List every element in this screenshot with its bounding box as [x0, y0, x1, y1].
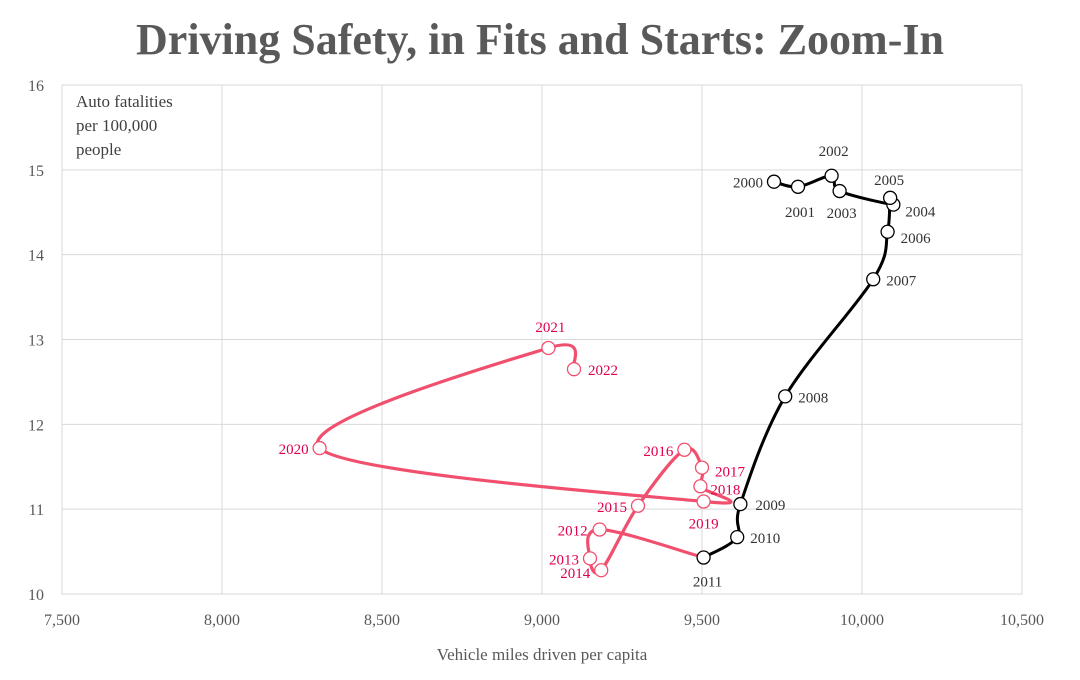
point-label-2006: 2006: [901, 231, 932, 247]
point-marker-2014: [594, 563, 609, 578]
x-tick-label: 10,000: [840, 612, 884, 629]
point-marker-2012: [592, 522, 607, 537]
y-tick-label: 16: [28, 78, 44, 95]
point-label-2007: 2007: [886, 273, 917, 289]
point-label-2004: 2004: [905, 205, 936, 221]
y-tick-label: 15: [28, 163, 44, 180]
point-label-2017: 2017: [715, 465, 746, 481]
point-marker-2008: [778, 389, 793, 404]
x-axis-label: Vehicle miles driven per capita: [437, 645, 648, 664]
point-label-2019: 2019: [689, 517, 719, 533]
x-tick-label: 9,500: [684, 612, 720, 629]
chart-title: Driving Safety, in Fits and Starts: Zoom…: [136, 15, 944, 64]
point-marker-2018: [693, 479, 708, 494]
point-label-2020: 2020: [279, 442, 309, 458]
point-label-2012: 2012: [558, 524, 588, 540]
point-label-2014: 2014: [560, 566, 591, 582]
point-marker-2020: [312, 440, 327, 456]
point-marker-2011: [696, 550, 711, 565]
point-label-2015: 2015: [597, 500, 627, 516]
point-marker-2002: [824, 168, 839, 183]
point-marker-2022: [566, 362, 582, 377]
point-label-2010: 2010: [750, 531, 780, 547]
point-marker-2016: [677, 442, 692, 457]
y-axis-label-line: per 100,000: [76, 116, 157, 135]
point-label-2018: 2018: [710, 482, 740, 498]
point-label-2001: 2001: [785, 205, 815, 221]
point-marker-2000: [766, 174, 782, 189]
point-marker-2021: [541, 340, 556, 356]
y-tick-label: 12: [28, 417, 44, 434]
point-label-2022: 2022: [588, 363, 618, 379]
point-label-2003: 2003: [827, 206, 857, 222]
point-label-2002: 2002: [819, 144, 849, 160]
point-label-2000: 2000: [733, 176, 763, 192]
point-marker-2009: [733, 496, 748, 512]
grid: [61, 84, 1023, 595]
point-marker-2006: [880, 224, 895, 239]
point-marker-2013: [582, 551, 598, 566]
y-label-background: [68, 87, 210, 163]
point-label-2021: 2021: [535, 320, 565, 336]
point-label-2005: 2005: [874, 173, 904, 189]
x-tick-label: 8,000: [204, 612, 240, 629]
point-marker-2019: [696, 494, 711, 509]
x-tick-label: 9,000: [524, 612, 560, 629]
y-axis-label: Auto fatalities per 100,000 people: [68, 87, 210, 163]
x-tick-label: 7,500: [44, 612, 80, 629]
point-marker-2001: [790, 179, 806, 194]
point-marker-2010: [730, 530, 745, 545]
axes: 7,500 8,000 8,500 9,000 9,500 10,000 10,500 10 1…: [28, 78, 1044, 664]
point-marker-2017: [694, 460, 710, 475]
point-label-2013: 2013: [549, 552, 579, 568]
point-label-2011: 2011: [693, 575, 722, 591]
x-tick-label: 8,500: [364, 612, 400, 629]
series-line-2000-2011: [702, 174, 899, 559]
y-tick-label: 14: [28, 248, 44, 265]
series-markers: [312, 168, 901, 578]
y-tick-label: 10: [28, 587, 44, 604]
point-label-2009: 2009: [755, 498, 785, 514]
point-marker-2005: [883, 190, 898, 205]
point-label-2008: 2008: [798, 390, 828, 406]
x-tick-label: 10,500: [1000, 612, 1044, 629]
y-axis-label-line: Auto fatalities: [76, 92, 173, 111]
y-tick-label: 13: [28, 333, 44, 350]
point-marker-2003: [832, 183, 847, 199]
point-marker-2007: [866, 272, 881, 287]
y-axis-label-line: people: [76, 140, 121, 159]
point-marker-2015: [630, 498, 646, 513]
y-tick-label: 11: [29, 502, 44, 519]
point-label-2016: 2016: [643, 444, 674, 460]
